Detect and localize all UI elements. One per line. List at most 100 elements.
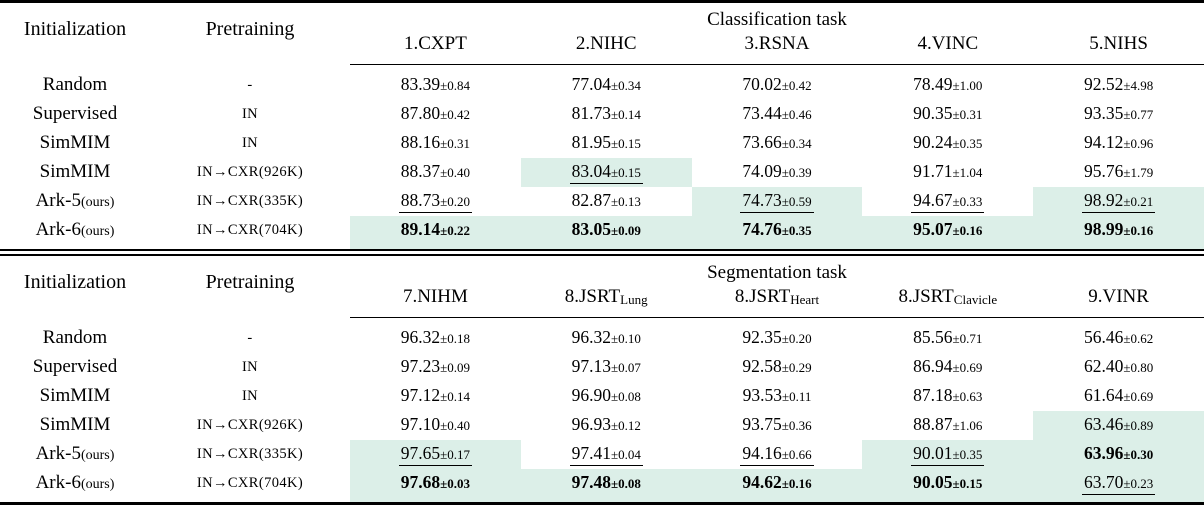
result-value-group: 90.05±0.15	[911, 472, 984, 494]
mean-value: 97.65	[400, 442, 441, 463]
mean-value: 62.40	[1083, 356, 1124, 377]
std-value: ±0.22	[440, 223, 471, 239]
result-value-group: 88.37±0.40	[399, 161, 472, 183]
result-cell: 93.53±0.11	[692, 382, 863, 411]
mean-value: 97.13	[571, 356, 611, 377]
table-row: Ark-6(ours) IN→CXR(704K) 97.68±0.03 97.48±0…	[0, 468, 1204, 504]
row-pretraining-value: IN→CXR(926K)	[196, 416, 304, 433]
mean-value: 94.62	[742, 472, 782, 493]
mean-value: 94.16	[742, 442, 782, 463]
mean-value: 94.12	[1083, 132, 1124, 153]
result-value-group: 97.12±0.14	[399, 385, 472, 407]
result-value-group: 70.02±0.42	[740, 74, 813, 96]
mean-value: 87.18	[913, 385, 953, 406]
result-value-group: 97.10±0.40	[399, 414, 472, 436]
result-cell: 83.05±0.09	[520, 215, 692, 250]
table-row: Supervised IN 97.23±0.09 97.13±0.07 92.58±0.…	[0, 353, 1204, 382]
row-initialization-label: SimMIM	[39, 414, 111, 436]
table-row: Supervised IN 87.80±0.42 81.73±0.14 73.44±0.…	[0, 100, 1204, 129]
mean-value: 93.53	[742, 385, 782, 406]
row-pretraining-value: IN→CXR(704K)	[196, 474, 304, 491]
mean-value: 90.05	[913, 472, 953, 493]
row-initialization-label: Ark-6(ours)	[35, 472, 115, 494]
mean-value: 70.02	[742, 74, 782, 95]
table-row: Random -96.32±0.18 96.32±0.10 92.35±0.20 85.…	[0, 317, 1204, 353]
mean-value: 92.35	[742, 327, 782, 348]
result-cell: 97.13±0.07	[521, 353, 692, 382]
mean-value: 83.05	[571, 219, 611, 240]
result-cell: 63.46±0.89	[1033, 410, 1204, 440]
mean-value: 88.16	[400, 132, 441, 153]
mean-value: 82.87	[571, 190, 611, 211]
result-value-group: 74.09±0.39	[740, 161, 813, 183]
std-value: ±0.36	[781, 418, 812, 434]
row-pretraining-value: IN	[241, 105, 259, 122]
std-value: ±0.21	[1123, 193, 1154, 209]
result-value-group: 74.73±0.59	[740, 190, 814, 213]
dataset-label: 8.JSRT	[564, 285, 621, 307]
result-cell: 94.62±0.16	[691, 468, 863, 504]
mean-value: 85.56	[913, 327, 953, 348]
mean-value: 95.07	[913, 219, 953, 240]
result-cell: 95.07±0.16	[862, 215, 1034, 250]
result-value-group: 81.95±0.15	[570, 132, 643, 154]
result-value-group: 98.99±0.16	[1082, 219, 1155, 241]
row-initialization-label: SimMIM	[39, 161, 111, 183]
mean-value: 63.70	[1083, 471, 1124, 492]
result-value-group: 83.05±0.09	[570, 219, 643, 241]
mean-value: 73.66	[742, 132, 782, 153]
std-value: ±0.20	[440, 193, 471, 209]
dataset-label: 3.RSNA	[744, 32, 810, 54]
mean-value: 97.41	[571, 442, 611, 463]
column-header-pretraining: Pretraining	[205, 18, 295, 41]
mean-value: 74.09	[742, 161, 782, 182]
result-value-group: 94.16±0.66	[740, 442, 814, 466]
std-value: ±1.04	[952, 165, 983, 181]
result-cell: 97.23±0.09	[350, 353, 521, 382]
classification-results-table: Initialization Pretraining Classificatio…	[0, 0, 1204, 251]
std-value: ±0.08	[610, 389, 641, 405]
row-label-suffix: (ours)	[80, 448, 115, 464]
row-pretraining-value: IN	[241, 358, 259, 375]
result-cell: 91.71±1.04	[862, 158, 1033, 187]
result-cell: 97.12±0.14	[350, 382, 521, 411]
std-value: ±0.14	[610, 107, 641, 123]
std-value: ±0.33	[952, 193, 983, 209]
result-cell: 63.96±0.30	[1033, 439, 1204, 469]
std-value: ±0.12	[610, 418, 641, 434]
mean-value: 74.76	[742, 219, 782, 240]
dataset-label: 8.JSRT	[898, 285, 954, 307]
result-value-group: 96.90±0.08	[570, 385, 643, 407]
std-value: ±1.00	[952, 78, 983, 94]
result-value-group: 82.87±0.13	[570, 190, 643, 212]
mean-value: 89.14	[400, 219, 441, 240]
result-value-group: 94.12±0.96	[1082, 132, 1155, 154]
std-value: ±0.39	[781, 165, 812, 181]
row-initialization-label: Ark-5(ours)	[35, 190, 115, 212]
std-value: ±0.63	[952, 389, 983, 405]
mean-value: 91.71	[913, 161, 953, 182]
column-header-dataset: 2.NIHC	[520, 30, 692, 65]
result-value-group: 61.64±0.69	[1082, 385, 1155, 407]
mean-value: 90.24	[913, 132, 953, 153]
dataset-label: 9.VINR	[1088, 285, 1149, 307]
result-value-group: 56.46±0.62	[1082, 327, 1155, 349]
std-value: ±0.07	[610, 360, 641, 376]
std-value: ±0.03	[440, 476, 471, 492]
mean-value: 88.87	[913, 414, 953, 435]
std-value: ±0.09	[440, 360, 471, 376]
paper-results-page: Initialization Pretraining Classificatio…	[0, 0, 1204, 505]
std-value: ±0.40	[440, 165, 471, 181]
mean-value: 97.10	[400, 414, 441, 435]
result-cell: 74.73±0.59	[691, 186, 863, 216]
mean-value: 88.73	[400, 189, 441, 210]
result-value-group: 95.07±0.16	[911, 219, 984, 241]
std-value: ±0.89	[1123, 418, 1154, 434]
result-cell: 78.49±1.00	[862, 64, 1033, 100]
column-header-dataset: 8.JSRTLung	[520, 283, 692, 318]
result-cell: 95.76±1.79	[1033, 158, 1204, 187]
mean-value: 88.37	[400, 161, 441, 182]
table-row: SimMIM IN 97.12±0.14 96.90±0.08 93.53±0.11 87…	[0, 382, 1204, 411]
result-cell: 74.76±0.35	[691, 215, 863, 250]
std-value: ±0.09	[610, 223, 641, 239]
